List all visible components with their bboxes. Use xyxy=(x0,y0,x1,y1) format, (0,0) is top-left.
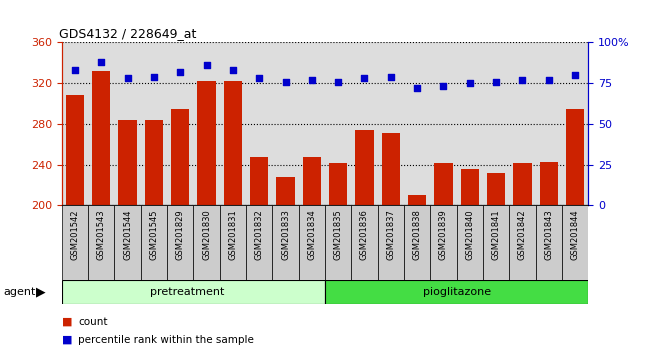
Bar xyxy=(114,205,141,280)
Bar xyxy=(404,205,430,280)
Text: pioglitazone: pioglitazone xyxy=(422,287,491,297)
Text: percentile rank within the sample: percentile rank within the sample xyxy=(78,335,254,345)
Point xyxy=(202,62,212,68)
Bar xyxy=(356,130,374,205)
Point xyxy=(307,77,317,83)
Point xyxy=(333,79,343,84)
Text: GSM201840: GSM201840 xyxy=(465,209,474,260)
Bar xyxy=(246,205,272,280)
Bar xyxy=(329,162,347,205)
Bar xyxy=(434,162,452,205)
Bar xyxy=(540,161,558,205)
Bar xyxy=(408,195,426,205)
Text: GSM201842: GSM201842 xyxy=(518,209,527,260)
Bar xyxy=(272,205,299,280)
Bar xyxy=(194,205,220,280)
Point xyxy=(543,77,554,83)
Bar xyxy=(536,205,562,280)
Bar xyxy=(276,177,294,205)
Text: GSM201843: GSM201843 xyxy=(544,209,553,260)
Text: ■: ■ xyxy=(62,317,72,327)
Text: ■: ■ xyxy=(62,335,72,345)
Bar xyxy=(562,205,588,280)
Bar xyxy=(325,205,351,280)
Text: agent: agent xyxy=(3,287,36,297)
Bar xyxy=(566,109,584,205)
Point xyxy=(385,74,396,80)
Bar xyxy=(62,205,88,280)
Text: GSM201543: GSM201543 xyxy=(97,209,106,260)
Point xyxy=(122,75,133,81)
Point xyxy=(254,75,265,81)
Bar xyxy=(510,205,536,280)
Bar xyxy=(92,71,111,205)
Text: GDS4132 / 228649_at: GDS4132 / 228649_at xyxy=(59,27,196,40)
Bar xyxy=(88,205,114,280)
Text: GSM201834: GSM201834 xyxy=(307,209,317,260)
Bar xyxy=(430,205,457,280)
Text: GSM201542: GSM201542 xyxy=(70,209,79,259)
Text: GSM201841: GSM201841 xyxy=(491,209,500,260)
Text: GSM201835: GSM201835 xyxy=(333,209,343,260)
Text: GSM201832: GSM201832 xyxy=(255,209,264,260)
Point xyxy=(412,85,423,91)
Bar xyxy=(299,205,325,280)
Bar xyxy=(198,81,216,205)
Bar xyxy=(514,162,532,205)
Point xyxy=(491,79,501,84)
Point xyxy=(359,75,370,81)
Point xyxy=(570,72,580,78)
Text: GSM201838: GSM201838 xyxy=(413,209,422,260)
Text: GSM201837: GSM201837 xyxy=(386,209,395,260)
Text: GSM201844: GSM201844 xyxy=(571,209,580,260)
Bar xyxy=(118,120,136,205)
Point xyxy=(438,84,448,89)
Bar xyxy=(483,205,510,280)
Point xyxy=(465,80,475,86)
Bar xyxy=(487,173,505,205)
Bar xyxy=(224,81,242,205)
Bar xyxy=(171,109,189,205)
Point xyxy=(149,74,159,80)
Bar xyxy=(250,158,268,205)
Bar xyxy=(456,205,483,280)
Point xyxy=(517,77,528,83)
Bar xyxy=(378,205,404,280)
Bar xyxy=(140,205,167,280)
Point xyxy=(70,67,80,73)
Point xyxy=(96,59,107,65)
Text: GSM201833: GSM201833 xyxy=(281,209,290,260)
Text: GSM201831: GSM201831 xyxy=(228,209,237,260)
Bar xyxy=(167,205,194,280)
Bar xyxy=(352,205,378,280)
Text: GSM201545: GSM201545 xyxy=(150,209,159,259)
Bar xyxy=(62,280,325,304)
Text: count: count xyxy=(78,317,107,327)
Bar xyxy=(66,95,84,205)
Bar xyxy=(461,169,479,205)
Bar xyxy=(220,205,246,280)
Text: GSM201544: GSM201544 xyxy=(123,209,132,259)
Bar xyxy=(325,280,588,304)
Bar xyxy=(145,120,163,205)
Point xyxy=(280,79,291,84)
Text: GSM201839: GSM201839 xyxy=(439,209,448,260)
Point xyxy=(175,69,185,75)
Bar xyxy=(382,133,400,205)
Point xyxy=(227,67,238,73)
Bar xyxy=(303,158,321,205)
Text: pretreatment: pretreatment xyxy=(150,287,224,297)
Text: GSM201836: GSM201836 xyxy=(360,209,369,260)
Text: GSM201829: GSM201829 xyxy=(176,209,185,260)
Text: ▶: ▶ xyxy=(36,286,46,298)
Text: GSM201830: GSM201830 xyxy=(202,209,211,260)
